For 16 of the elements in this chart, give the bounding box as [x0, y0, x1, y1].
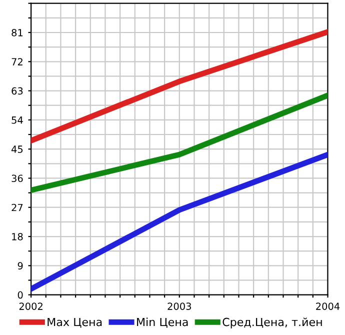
legend-label: Min Цена — [137, 318, 188, 328]
legend-label: Max Цена — [48, 318, 102, 328]
y-tick-label: 9 — [18, 262, 23, 270]
x-tick-label: 2002 — [19, 302, 42, 310]
y-tick-label: 45 — [12, 146, 23, 153]
y-tick-label: 54 — [12, 116, 23, 124]
y-tick-label: 72 — [12, 58, 22, 66]
y-tick-label: 81 — [12, 28, 23, 36]
y-tick-label: 63 — [12, 87, 23, 95]
y-tick-label: 18 — [12, 232, 23, 240]
legend-label: Сред.Цена, т.йен — [222, 318, 322, 328]
y-tick-label: 27 — [12, 204, 23, 212]
x-tick-label: 2004 — [316, 302, 340, 310]
y-tick-label: 36 — [12, 174, 23, 182]
y-tick-label: 0 — [18, 291, 23, 299]
x-tick-label: 2003 — [168, 302, 191, 310]
